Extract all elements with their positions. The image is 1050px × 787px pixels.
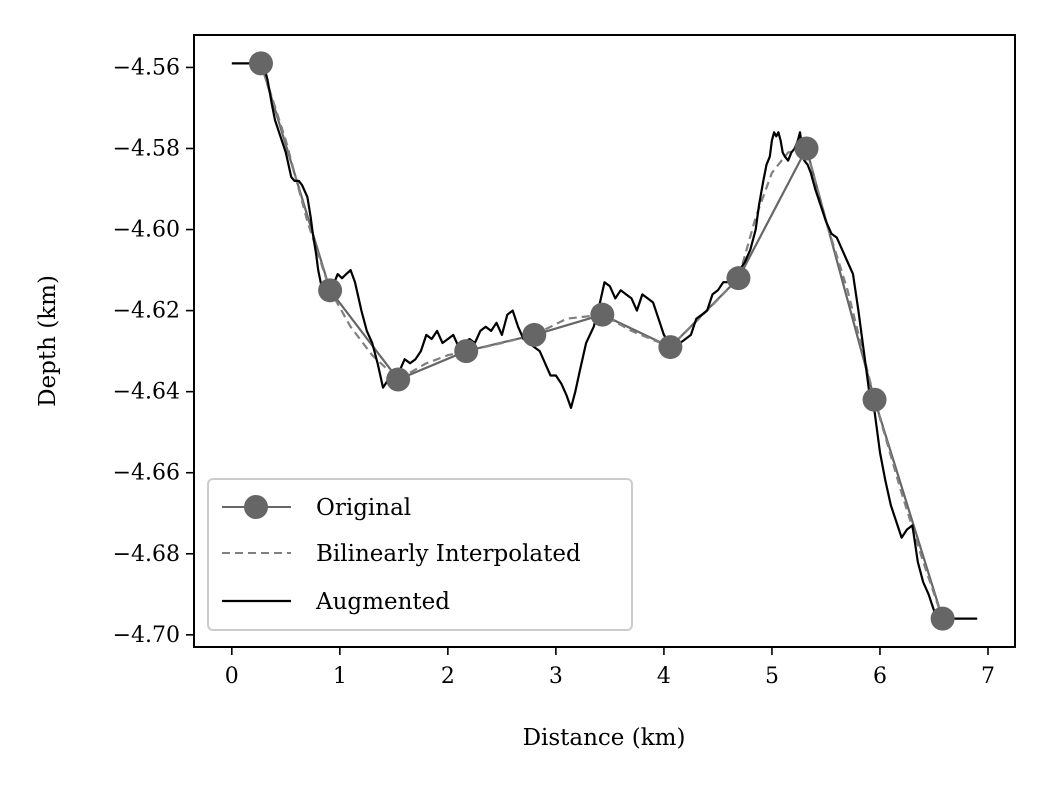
original-point [658,335,683,360]
original-point [248,51,273,76]
y-tick-label: −4.60 [113,218,180,243]
original-point [522,322,547,347]
y-tick-label: −4.66 [113,461,180,486]
y-tick-label: −4.56 [113,55,180,80]
y-tick-label: −4.58 [113,136,180,161]
original-point [726,266,751,291]
original-point [454,339,479,364]
x-axis-label: Distance (km) [523,725,686,751]
series-line-augmented [231,62,978,624]
y-tick-label: −4.64 [113,380,180,405]
y-axis-label: Depth (km) [35,275,61,407]
original-point [930,606,955,631]
x-tick-label: 0 [225,664,239,689]
x-tick-label: 1 [333,664,347,689]
legend-label-augmented: Augmented [315,589,450,615]
original-point [590,302,615,327]
x-tick-label: 5 [765,664,779,689]
x-tick-label: 4 [657,664,671,689]
x-axis: 0 1 2 3 4 5 6 7 [225,647,995,689]
y-tick-label: −4.62 [113,299,180,324]
legend-marker-original [244,495,268,519]
plot-frame [193,34,1016,648]
legend-label-interpolated: Bilinearly Interpolated [316,541,581,567]
y-axis: −4.56 −4.58 −4.60 −4.62 −4.64 −4.66 −4.68 −4.70 [113,55,194,648]
x-tick-label: 3 [549,664,563,689]
original-point [318,278,343,303]
x-tick-label: 6 [873,664,887,689]
legend: Original Bilinearly Interpolated Augment… [207,478,633,631]
legend-box [207,478,633,631]
x-tick-label: 2 [441,664,455,689]
original-point [862,387,887,412]
original-point [794,136,819,161]
y-tick-label: −4.70 [113,623,180,648]
series-line-interpolated [259,63,944,619]
x-tick-label: 7 [981,664,995,689]
original-point [386,367,411,392]
series-layer [231,51,978,631]
legend-label-original: Original [316,495,411,521]
y-tick-label: −4.68 [113,542,180,567]
